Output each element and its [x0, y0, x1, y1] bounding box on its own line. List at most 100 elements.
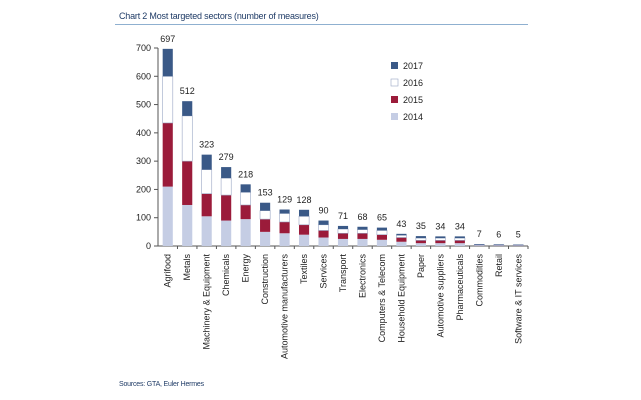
bar-segment-2016 — [162, 75, 174, 124]
category-label: Machinery & Equipment — [202, 254, 212, 350]
y-tick-label: 700 — [136, 43, 151, 53]
bar-segment-2016 — [318, 224, 329, 231]
bar-segment-2016 — [493, 244, 505, 246]
bar-total-label: 279 — [219, 152, 234, 162]
bar-total-label: 512 — [180, 86, 195, 96]
bar-segment-2016 — [220, 177, 232, 196]
legend-label: 2015 — [403, 95, 423, 105]
legend-swatch-2015 — [391, 96, 398, 103]
bar-segment-2014 — [162, 186, 173, 246]
bar-total-label: 5 — [516, 230, 521, 240]
legend-label: 2017 — [403, 61, 423, 71]
bar-segment-2017 — [201, 154, 212, 170]
bar-segment-2014 — [513, 245, 524, 246]
bar-segment-2017 — [454, 236, 465, 239]
chart-title: Chart 2 Most targeted sectors (number of… — [119, 11, 319, 21]
bar-segment-2015 — [396, 237, 407, 242]
bar-total-label: 6 — [496, 229, 501, 239]
legend-swatch-2016 — [390, 78, 399, 87]
bar-segment-2015 — [182, 161, 193, 205]
bar-segment-2017 — [240, 184, 251, 193]
bar-segment-2014 — [201, 216, 212, 246]
bar-segment-2016 — [415, 237, 427, 241]
bar-segment-2017 — [513, 244, 524, 246]
bar-total-label: 90 — [319, 206, 329, 216]
bar-total-label: 323 — [199, 140, 214, 150]
category-label: Metals — [182, 254, 192, 281]
bar-segment-2017 — [162, 48, 173, 77]
category-label: Construction — [260, 254, 270, 305]
bar-segment-2017 — [376, 227, 388, 231]
bar-segment-2015 — [298, 224, 310, 235]
bar-segment-2016 — [473, 244, 485, 246]
category-label: Retail — [494, 254, 504, 277]
category-label: Services — [319, 254, 329, 289]
bar-segment-2017 — [396, 233, 407, 236]
bar-segment-2016 — [181, 115, 193, 162]
bar-segment-2015 — [318, 230, 329, 238]
category-label: Energy — [241, 254, 251, 283]
bar-segment-2015 — [201, 193, 212, 217]
bar-segment-2015 — [454, 240, 465, 244]
y-tick-label: 400 — [136, 128, 151, 138]
legend-swatch-2017 — [391, 62, 398, 69]
bar-segment-2016 — [337, 228, 349, 234]
bar-segment-2017 — [318, 220, 329, 225]
legend-label: 2016 — [403, 78, 423, 88]
legend-label: 2014 — [403, 112, 423, 122]
bar-segment-2017 — [182, 101, 193, 116]
bar-segment-2015 — [240, 204, 251, 220]
category-label: Pharmaceuticals — [455, 254, 465, 321]
bar-segment-2017 — [279, 209, 290, 214]
bar-segment-2017 — [260, 202, 271, 211]
category-label: Commodities — [474, 254, 484, 307]
category-label: Agrifood — [163, 254, 173, 288]
bar-segment-2016 — [201, 169, 213, 194]
bar-segment-2015 — [337, 233, 349, 239]
bar-segment-2016 — [357, 229, 368, 234]
bar-segment-2014 — [221, 220, 232, 246]
bar-total-label: 34 — [455, 221, 465, 231]
bar-total-label: 43 — [396, 219, 406, 229]
y-tick-label: 200 — [136, 184, 151, 194]
bar-segment-2015 — [260, 219, 271, 232]
bar-total-label: 7 — [477, 229, 482, 239]
bar-segment-2016 — [279, 213, 290, 223]
bar-total-label: 35 — [416, 221, 426, 231]
bar-segment-2017 — [493, 244, 504, 245]
bar-segment-2015 — [221, 195, 232, 221]
y-tick-label: 300 — [136, 156, 151, 166]
y-tick-label: 100 — [136, 213, 151, 223]
bar-segment-2015 — [376, 234, 388, 240]
category-label: Textiles — [299, 254, 309, 285]
bar-total-label: 697 — [160, 34, 175, 44]
bar-segment-2017 — [415, 236, 426, 239]
bar-segment-2014 — [357, 238, 368, 246]
category-label: Chemicals — [221, 254, 231, 297]
bar-segment-2017 — [337, 225, 349, 230]
bar-segment-2015 — [415, 240, 426, 244]
bar-segment-2014 — [337, 238, 349, 246]
bar-segment-2014 — [182, 204, 193, 246]
bar-segment-2016 — [454, 237, 466, 241]
bar-total-label: 68 — [357, 212, 367, 222]
bar-segment-2014 — [260, 231, 271, 246]
bar-total-label: 218 — [238, 169, 253, 179]
category-label: Transport — [338, 254, 348, 293]
bar-segment-2014 — [435, 243, 446, 246]
bar-segment-2014 — [396, 241, 407, 246]
bar-segment-2014 — [415, 243, 426, 246]
bar-total-label: 153 — [258, 188, 273, 198]
bar-segment-2016 — [298, 216, 310, 226]
category-label: Household Equipment — [396, 254, 406, 343]
category-label: Software & IT services — [513, 254, 523, 344]
bar-segment-2014 — [376, 239, 388, 246]
bar-segment-2017 — [221, 167, 232, 179]
bar-segment-2015 — [279, 221, 290, 234]
y-tick-label: 500 — [136, 100, 151, 110]
bar-segment-2014 — [474, 245, 485, 246]
bar-segment-2017 — [357, 226, 368, 230]
bar-segment-2016 — [435, 237, 446, 241]
